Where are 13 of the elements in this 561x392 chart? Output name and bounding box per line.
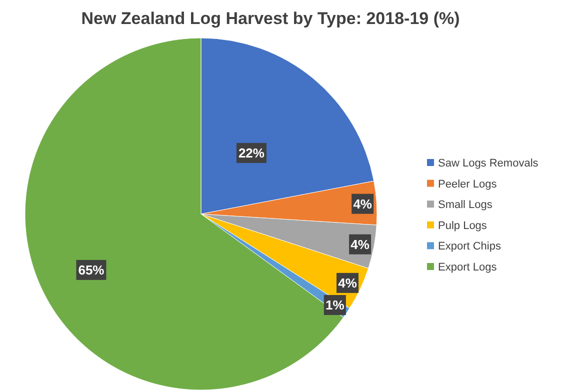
data-label: 4% — [338, 275, 358, 290]
legend-label: Pulp Logs — [438, 220, 488, 232]
legend-label: Export Chips — [438, 240, 502, 253]
legend-label: Saw Logs Removals — [438, 158, 539, 170]
legend-label: Export Logs — [438, 262, 498, 274]
data-label: 1% — [326, 298, 345, 313]
data-label: 4% — [353, 196, 372, 212]
data-label: 22% — [238, 145, 265, 160]
chart-title: New Zealand Log Harvest by Type: 2018-19 (%) — [81, 9, 460, 28]
legend-label: Small Logs — [438, 199, 493, 212]
data-label: 65% — [78, 262, 105, 278]
legend-label: Peeler Logs — [438, 178, 498, 190]
data-label: 4% — [350, 236, 370, 252]
